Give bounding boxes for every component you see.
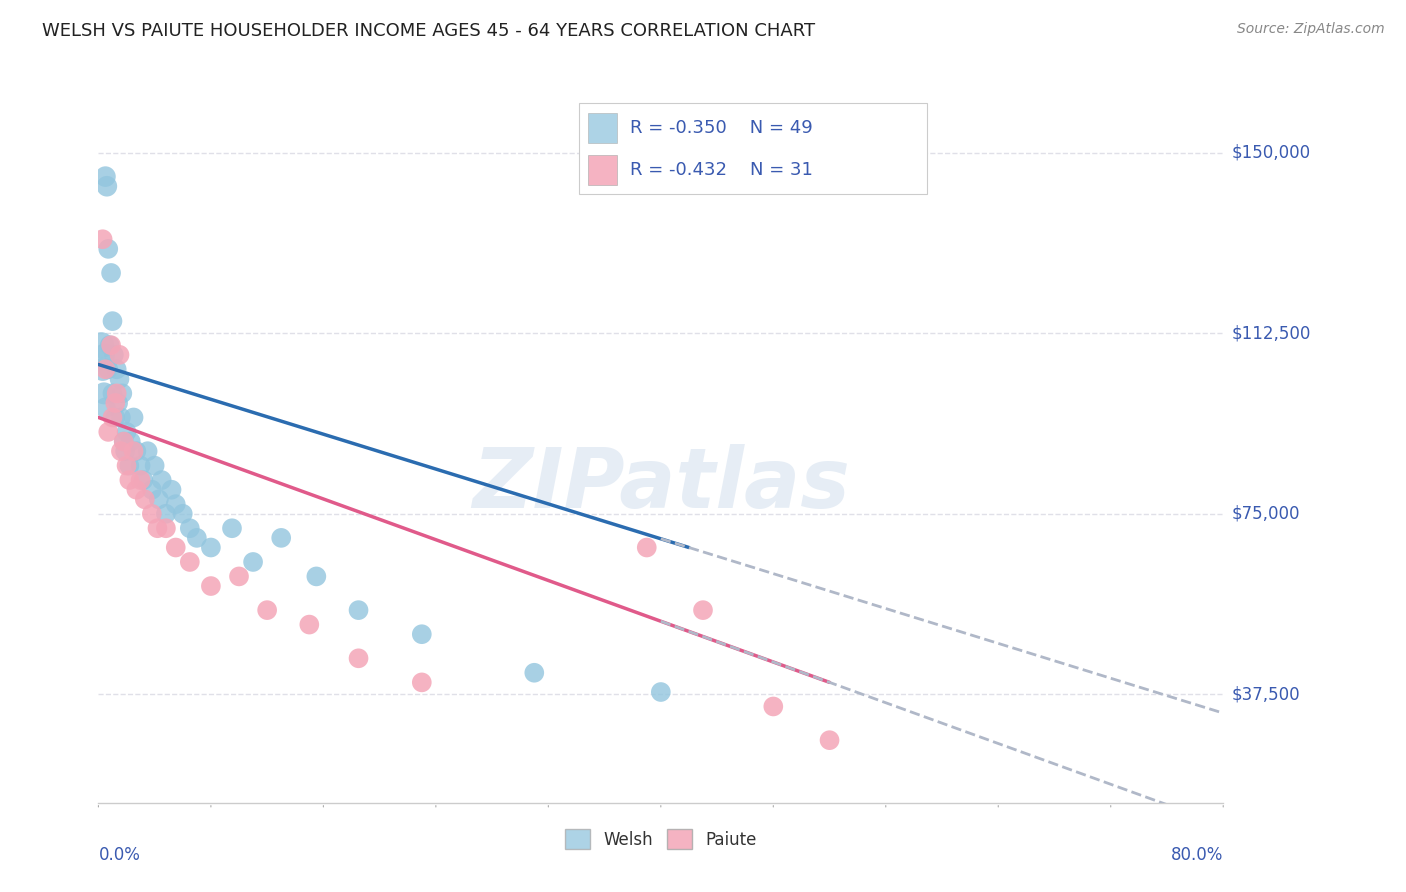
Point (242, 555, 264, 569)
Point (96, 179, 118, 194)
Point (256, 603, 278, 617)
Point (107, 396, 129, 410)
Point (200, 541, 222, 555)
Point (100, 266, 122, 280)
Point (270, 531, 292, 545)
Point (762, 699, 785, 714)
Point (94, 362, 117, 376)
Point (148, 492, 170, 507)
Point (97, 242, 120, 256)
FancyBboxPatch shape (588, 154, 617, 185)
Point (110, 410, 132, 425)
Point (91, 232, 114, 246)
Point (111, 386, 134, 401)
Text: 0.0%: 0.0% (98, 847, 141, 864)
Point (101, 314, 124, 328)
Point (97, 425, 120, 439)
Point (523, 665, 546, 680)
Point (125, 444, 148, 458)
Point (200, 579, 222, 593)
Point (347, 651, 370, 665)
Point (143, 458, 166, 473)
Point (118, 458, 141, 473)
Point (165, 541, 187, 555)
Text: R = -0.350    N = 49: R = -0.350 N = 49 (630, 119, 813, 137)
Point (114, 444, 136, 458)
Point (132, 473, 155, 487)
Point (94, 169, 117, 184)
Point (110, 444, 132, 458)
Point (101, 410, 124, 425)
Text: $112,500: $112,500 (1232, 324, 1310, 343)
Point (105, 386, 128, 401)
Point (104, 410, 127, 425)
Point (105, 362, 128, 376)
Point (155, 521, 177, 535)
Point (129, 473, 152, 487)
Point (90, 338, 112, 352)
Point (134, 492, 156, 507)
Point (150, 473, 173, 487)
Text: ZIPatlas: ZIPatlas (472, 444, 849, 525)
Point (146, 521, 169, 535)
Point (305, 569, 328, 583)
Point (118, 473, 141, 487)
Point (160, 483, 183, 497)
Point (411, 675, 433, 690)
Text: Source: ZipAtlas.com: Source: ZipAtlas.com (1237, 22, 1385, 37)
Point (98, 338, 121, 352)
Point (141, 483, 163, 497)
Point (104, 396, 127, 410)
Point (93, 348, 115, 362)
FancyBboxPatch shape (579, 103, 928, 194)
Point (636, 541, 658, 555)
Point (692, 603, 714, 617)
Point (91, 362, 114, 376)
Point (228, 569, 250, 583)
Text: $75,000: $75,000 (1232, 505, 1301, 523)
Point (411, 627, 433, 641)
Point (97, 362, 120, 376)
Point (165, 497, 187, 511)
Point (112, 434, 135, 449)
Text: $37,500: $37,500 (1232, 685, 1301, 704)
Point (94, 401, 117, 415)
Point (103, 348, 125, 362)
Text: WELSH VS PAIUTE HOUSEHOLDER INCOME AGES 45 - 64 YEARS CORRELATION CHART: WELSH VS PAIUTE HOUSEHOLDER INCOME AGES … (42, 22, 815, 40)
Point (818, 733, 841, 747)
Point (100, 338, 122, 352)
Point (221, 521, 243, 535)
Point (186, 531, 208, 545)
Text: 80.0%: 80.0% (1171, 847, 1223, 864)
Point (120, 434, 142, 449)
Point (108, 372, 131, 386)
Point (122, 444, 145, 458)
Text: $150,000: $150,000 (1232, 144, 1310, 161)
FancyBboxPatch shape (588, 112, 617, 143)
Point (347, 603, 370, 617)
Point (122, 410, 145, 425)
Point (155, 507, 177, 521)
Point (115, 458, 138, 473)
Legend: Welsh, Paiute: Welsh, Paiute (558, 822, 763, 856)
Point (125, 483, 148, 497)
Point (101, 386, 124, 401)
Text: R = -0.432    N = 31: R = -0.432 N = 31 (630, 161, 813, 179)
Point (650, 685, 672, 699)
Point (172, 507, 194, 521)
Point (129, 458, 152, 473)
Point (108, 348, 131, 362)
Point (141, 507, 163, 521)
Point (179, 555, 201, 569)
Point (136, 444, 159, 458)
Point (112, 434, 135, 449)
Point (93, 386, 115, 401)
Point (115, 425, 138, 439)
Point (179, 521, 201, 535)
Point (298, 617, 321, 632)
